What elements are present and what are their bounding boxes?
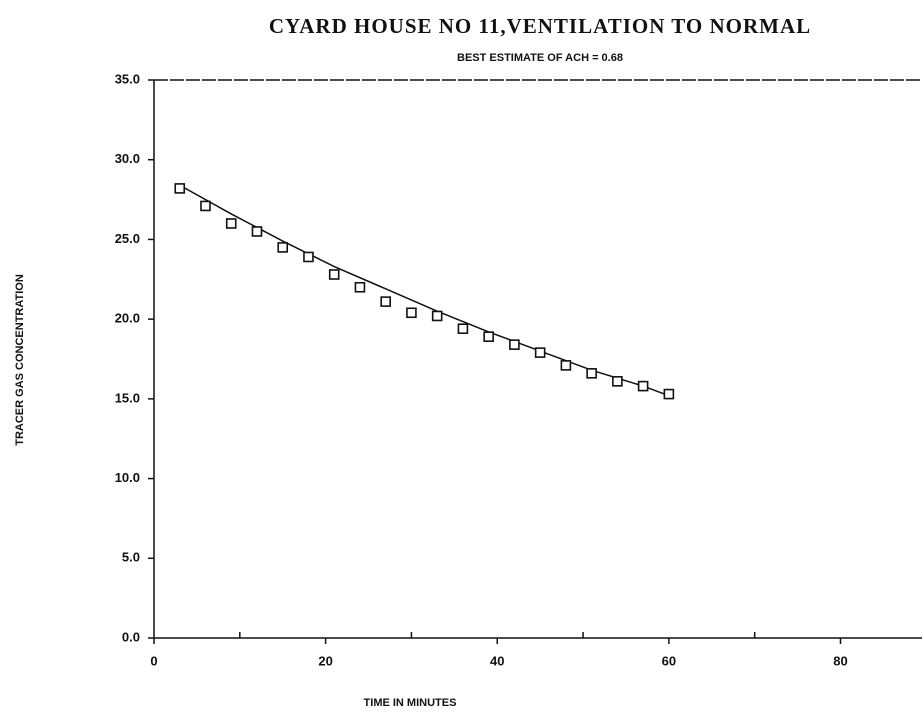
data-point bbox=[612, 376, 623, 387]
y-tick-label: 0.0 bbox=[122, 629, 140, 644]
data-point bbox=[457, 323, 469, 335]
y-tick-label: 35.0 bbox=[115, 71, 140, 86]
data-point bbox=[406, 307, 417, 319]
data-point bbox=[303, 251, 314, 263]
data-point bbox=[225, 218, 237, 229]
data-point bbox=[277, 242, 289, 253]
data-point bbox=[586, 368, 597, 379]
data-point bbox=[431, 310, 443, 322]
y-tick-label: 15.0 bbox=[115, 390, 140, 405]
data-point bbox=[200, 200, 211, 212]
fit-line bbox=[179, 184, 670, 397]
data-point bbox=[560, 360, 572, 371]
x-tick-label: 0 bbox=[150, 653, 157, 668]
chart-title: CYARD HOUSE NO 11,VENTILATION TO NORMAL bbox=[269, 14, 811, 38]
x-axis-label: TIME IN MINUTES bbox=[364, 697, 457, 709]
y-tick-label: 10.0 bbox=[115, 470, 140, 485]
data-point bbox=[380, 296, 391, 307]
x-tick-label: 40 bbox=[490, 653, 504, 668]
data-point bbox=[251, 226, 263, 237]
chart-subtitle: BEST ESTIMATE OF ACH = 0.68 bbox=[457, 52, 623, 64]
data-point bbox=[534, 347, 546, 358]
y-axis-label: TRACER GAS CONCENTRATION bbox=[14, 274, 26, 446]
y-tick-label: 30.0 bbox=[115, 151, 140, 166]
y-tick-label: 5.0 bbox=[122, 550, 140, 565]
data-point bbox=[663, 388, 675, 400]
data-point bbox=[354, 281, 366, 293]
data-point bbox=[509, 339, 520, 350]
x-tick-label: 20 bbox=[318, 653, 332, 668]
data-point bbox=[637, 380, 649, 392]
data-point bbox=[174, 183, 186, 194]
data-point bbox=[328, 269, 340, 280]
data-point bbox=[483, 331, 494, 342]
x-tick-label: 60 bbox=[662, 653, 676, 668]
y-tick-label: 25.0 bbox=[115, 231, 140, 246]
x-tick-label: 80 bbox=[833, 653, 847, 668]
y-tick-label: 20.0 bbox=[115, 311, 140, 326]
